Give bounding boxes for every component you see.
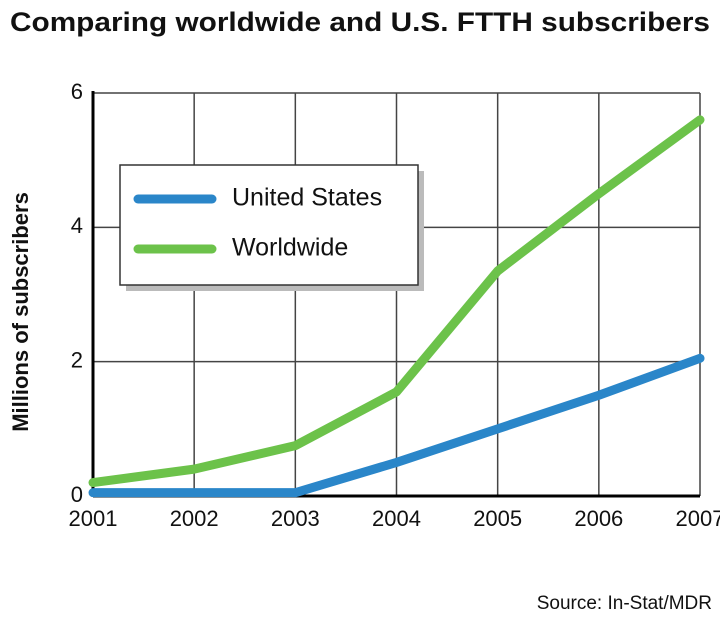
x-tick-label: 2007: [676, 506, 720, 531]
x-tick-label: 2002: [170, 506, 219, 531]
x-tick-label: 2006: [574, 506, 623, 531]
series-line: [88, 353, 705, 498]
chart-title: Comparing worldwide and U.S. FTTH subscr…: [10, 7, 710, 37]
y-axis-label: Millions of subscribers: [8, 192, 33, 432]
x-tick-label: 2003: [271, 506, 320, 531]
y-tick-label: 2: [71, 347, 83, 372]
x-tick-label: 2005: [473, 506, 522, 531]
x-tick-label: 2004: [372, 506, 421, 531]
series-line: [88, 115, 705, 488]
source-note: Source: In-Stat/MDR: [537, 593, 712, 614]
y-tick-label: 6: [71, 79, 83, 104]
legend-label: Worldwide: [232, 234, 348, 262]
legend-box: [119, 164, 419, 286]
x-tick-label: 2001: [69, 506, 118, 531]
legend-label: United States: [232, 184, 382, 212]
y-tick-label: 4: [71, 213, 83, 238]
y-tick-label: 0: [71, 482, 83, 507]
